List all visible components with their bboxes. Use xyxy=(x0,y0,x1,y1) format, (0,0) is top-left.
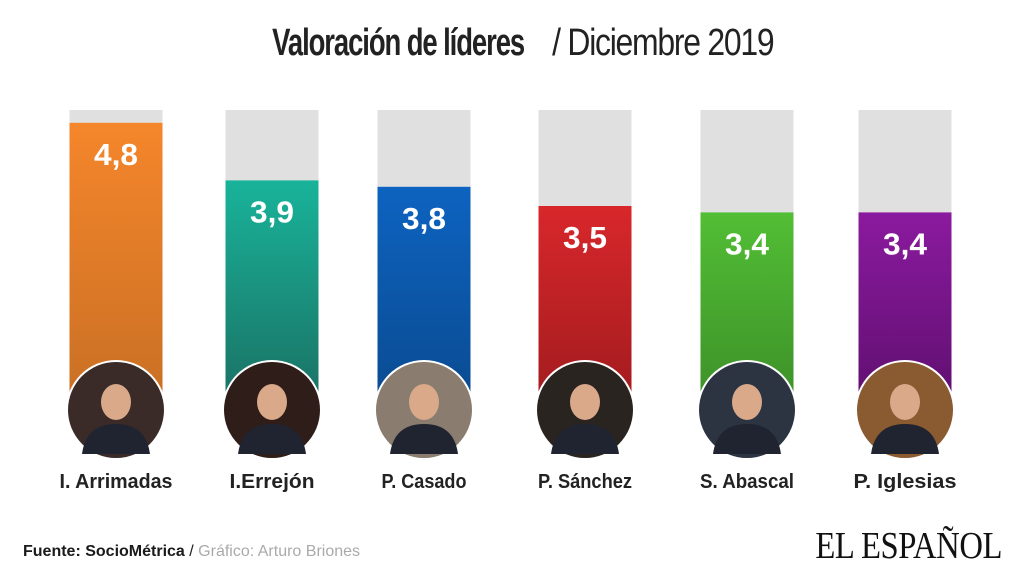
category-label: P. Iglesias xyxy=(854,471,957,493)
avatar-body-icon xyxy=(551,424,619,454)
avatar-body-icon xyxy=(713,424,781,454)
leader-photo xyxy=(535,360,635,460)
footer-separator: / xyxy=(189,543,194,560)
bar-value-label: 4,8 xyxy=(94,137,138,172)
bar-group: 3,5 P. Sánchez xyxy=(535,110,635,493)
title-date: Diciembre 2019 xyxy=(566,22,774,64)
source-text: Fuente: SocioMétrica xyxy=(23,543,185,560)
bar-group: 4,8 I. Arrimadas xyxy=(60,110,173,493)
credit-text: Gráfico: Arturo Briones xyxy=(198,543,361,560)
category-label: I. Arrimadas xyxy=(60,471,173,493)
bar-value-label: 3,9 xyxy=(250,194,294,229)
title-main: Valoración de líderes xyxy=(271,22,525,64)
category-label: P. Sánchez xyxy=(538,471,632,493)
category-label: I.Errejón xyxy=(230,471,315,493)
bar-group: 3,4 P. Iglesias xyxy=(854,110,957,493)
category-label: P. Casado xyxy=(382,471,467,493)
avatar-body-icon xyxy=(390,424,458,454)
avatar-head-icon xyxy=(890,384,920,420)
leader-photo xyxy=(66,360,166,460)
chart-title: Valoración de líderes / Diciembre 2019 xyxy=(0,22,1024,65)
avatar-head-icon xyxy=(570,384,600,420)
leader-photo xyxy=(222,360,322,460)
bar-group: 3,9 I.Errejón xyxy=(222,110,322,493)
avatar-body-icon xyxy=(238,424,306,454)
leader-photo xyxy=(697,360,797,460)
title-separator: / xyxy=(551,22,561,64)
avatar-body-icon xyxy=(82,424,150,454)
bar-group: 3,4 S. Abascal xyxy=(697,110,797,493)
avatar-head-icon xyxy=(101,384,131,420)
bar-value-label: 3,8 xyxy=(402,201,446,236)
avatar-body-icon xyxy=(871,424,939,454)
el-espanol-logo: EL ESPAÑOL xyxy=(815,525,1002,567)
leader-photo xyxy=(855,360,955,460)
avatar-head-icon xyxy=(409,384,439,420)
footer-credits: Fuente: SocioMétrica / Gráfico: Arturo B… xyxy=(23,543,360,561)
category-label: S. Abascal xyxy=(700,471,794,493)
avatar-head-icon xyxy=(257,384,287,420)
avatar-head-icon xyxy=(732,384,762,420)
bar-value-label: 3,4 xyxy=(725,226,770,261)
bar-value-label: 3,4 xyxy=(883,226,928,261)
bar-group: 3,8 P. Casado xyxy=(374,110,474,493)
leader-photo xyxy=(374,360,474,460)
bar-value-label: 3,5 xyxy=(563,220,607,255)
